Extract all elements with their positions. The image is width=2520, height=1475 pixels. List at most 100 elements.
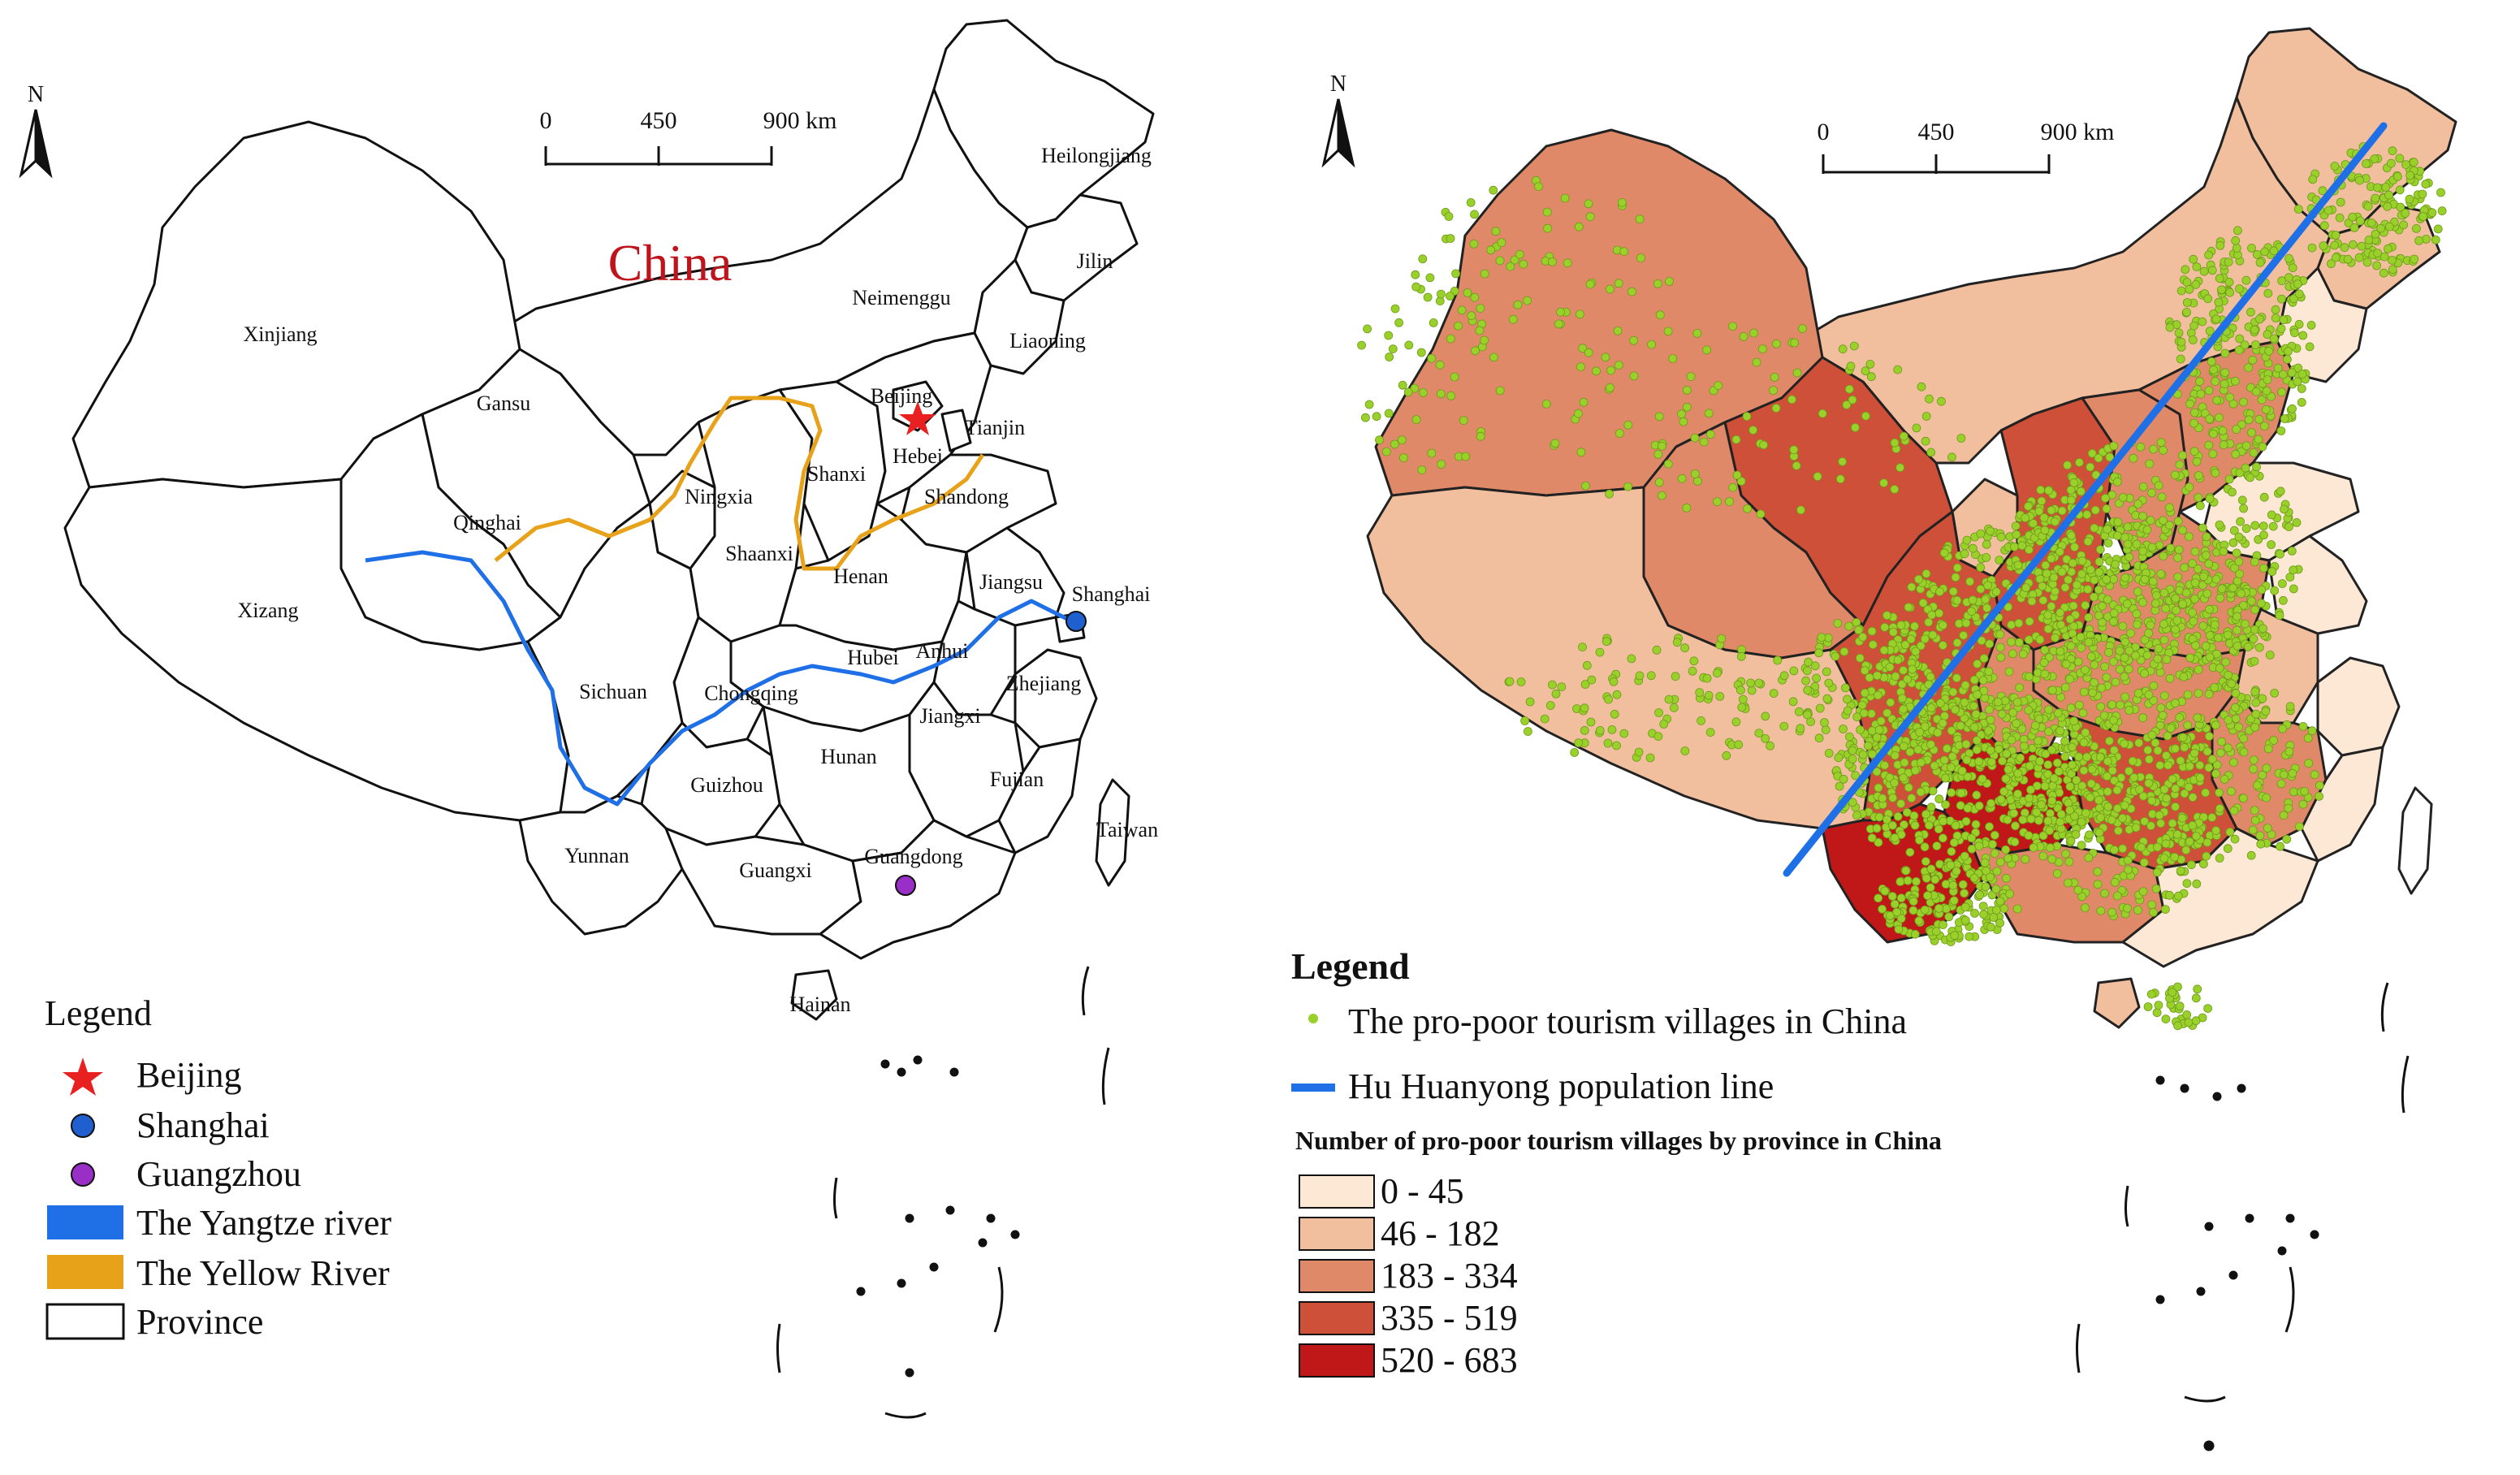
village-point xyxy=(1888,794,1898,802)
village-point xyxy=(1595,726,1605,735)
village-point xyxy=(1682,503,1692,513)
village-point xyxy=(1425,273,1435,283)
village-point xyxy=(1908,906,1918,915)
village-point xyxy=(2074,458,2084,467)
village-point xyxy=(1934,608,1944,618)
village-point xyxy=(2066,836,2076,846)
legend-circle-icon xyxy=(71,1162,95,1187)
village-point xyxy=(2086,462,2095,472)
village-point xyxy=(2211,826,2221,835)
village-point xyxy=(2189,254,2198,264)
village-point xyxy=(2094,557,2104,566)
village-point xyxy=(1773,655,1783,665)
village-point xyxy=(2038,595,2048,605)
village-point xyxy=(2202,532,2211,542)
province-label: Guangdong xyxy=(864,845,962,868)
village-point xyxy=(2038,831,2048,841)
village-point xyxy=(2157,492,2167,502)
village-point xyxy=(2207,755,2217,763)
village-point xyxy=(2174,545,2184,555)
village-point xyxy=(2138,598,2147,607)
village-point xyxy=(1986,872,1995,882)
village-point xyxy=(2084,853,2094,863)
village-point xyxy=(1950,931,1960,941)
village-point xyxy=(2250,340,2260,349)
village-point xyxy=(1915,728,1925,737)
village-point xyxy=(2147,488,2156,498)
village-point xyxy=(1436,389,1446,399)
village-point xyxy=(2103,772,2112,781)
village-point xyxy=(1689,656,1699,666)
village-point xyxy=(2024,705,2034,715)
village-point xyxy=(1476,304,1485,314)
village-point xyxy=(2248,355,2258,365)
village-point xyxy=(1960,889,1969,898)
village-point xyxy=(2115,646,2124,655)
village-point xyxy=(2250,723,2260,732)
village-point xyxy=(1822,667,1831,677)
class-label: 183 - 334 xyxy=(1381,1256,1518,1295)
village-point xyxy=(2190,578,2200,587)
village-point xyxy=(2223,630,2233,640)
village-point xyxy=(1842,400,1852,409)
village-point xyxy=(2205,327,2215,335)
village-point xyxy=(2159,516,2168,526)
village-point xyxy=(2052,758,2062,768)
village-point xyxy=(1715,692,1725,701)
village-point xyxy=(1908,664,1917,674)
village-point xyxy=(2035,574,2045,584)
village-point xyxy=(2055,547,2064,556)
village-point xyxy=(1911,647,1921,656)
village-point xyxy=(1682,402,1692,412)
village-point xyxy=(1956,721,1965,730)
village-point xyxy=(1427,353,1437,363)
village-point xyxy=(1664,276,1674,286)
village-point xyxy=(1677,474,1687,483)
village-point xyxy=(2149,907,2158,917)
village-point xyxy=(2171,625,2181,634)
village-point xyxy=(2241,275,2251,285)
village-point xyxy=(1686,372,1696,382)
village-point xyxy=(2232,425,2241,434)
village-point xyxy=(2149,444,2158,454)
legend-label-shanghai: Shanghai xyxy=(136,1105,270,1145)
village-point xyxy=(2183,690,2193,699)
village-point xyxy=(2002,749,2012,759)
village-point xyxy=(2418,212,2428,221)
village-point xyxy=(1973,660,1982,668)
provinces-left xyxy=(63,19,1155,1021)
village-point xyxy=(1975,890,1985,900)
village-point xyxy=(2308,175,2318,184)
village-point xyxy=(1838,457,1848,466)
village-point xyxy=(2124,646,2134,655)
village-point xyxy=(2205,494,2215,504)
province-label: Hainan xyxy=(789,993,850,1016)
village-point xyxy=(2085,830,2094,840)
village-point xyxy=(1991,587,2001,596)
village-point xyxy=(2095,545,2105,554)
village-point xyxy=(1390,439,1399,449)
village-point xyxy=(1844,732,1854,742)
village-point xyxy=(1942,904,1951,914)
village-point xyxy=(2294,289,2304,299)
village-point xyxy=(1834,753,1844,763)
village-point xyxy=(2219,547,2228,556)
village-point xyxy=(1874,725,1884,734)
legend-left: Legend Beijing Shanghai Guangzhou The Ya… xyxy=(45,993,391,1342)
village-point xyxy=(2047,554,2056,564)
village-point xyxy=(2024,545,2034,555)
village-point xyxy=(2204,250,2214,260)
village-point xyxy=(2255,831,2265,841)
village-point xyxy=(1981,882,1990,892)
village-point xyxy=(2194,471,2203,480)
village-point xyxy=(2171,784,2181,794)
village-point xyxy=(2288,263,2297,273)
village-point xyxy=(2226,787,2236,796)
village-point xyxy=(2237,495,2247,505)
village-point xyxy=(2068,601,2078,611)
village-point xyxy=(1938,641,1947,650)
village-point xyxy=(2249,634,2258,643)
village-point xyxy=(2079,766,2089,775)
village-point xyxy=(1890,438,1900,448)
village-point xyxy=(2284,253,2293,263)
